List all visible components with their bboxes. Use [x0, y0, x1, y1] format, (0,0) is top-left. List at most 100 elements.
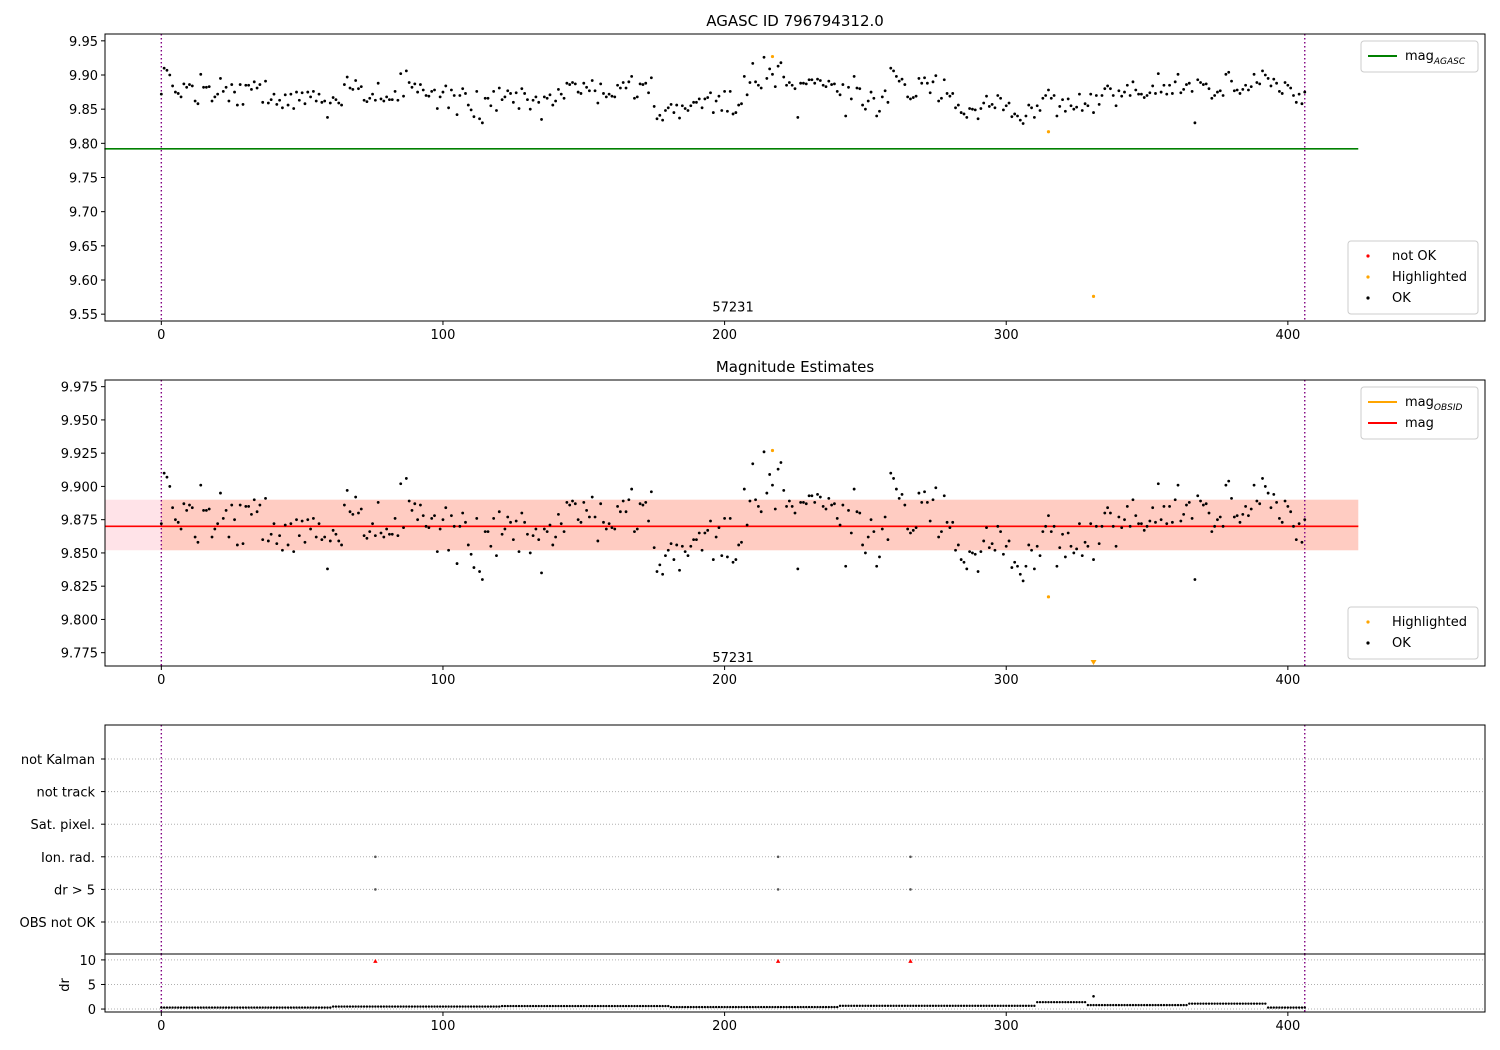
ok-point [1004, 544, 1008, 548]
ok-point [1162, 504, 1166, 508]
dr-point [830, 1005, 833, 1009]
ok-point [692, 100, 696, 104]
ok-point [987, 105, 991, 108]
ok-point [669, 102, 673, 106]
ok-point [971, 107, 974, 111]
dr-point [892, 1004, 895, 1008]
ok-point [388, 532, 391, 536]
x-tick-label: 0 [157, 673, 165, 688]
ok-point [517, 107, 521, 110]
ok-point [1182, 87, 1186, 91]
ok-point [193, 99, 197, 103]
dr-point [610, 1004, 614, 1008]
ok-point [1120, 94, 1124, 98]
ok-point [1140, 92, 1143, 96]
ok-point [762, 55, 766, 59]
dr-point [205, 1006, 208, 1009]
ok-point [661, 572, 665, 576]
ok-point [571, 81, 574, 84]
ok-point [925, 81, 929, 85]
ok-point [554, 535, 558, 539]
dr-point [182, 1006, 186, 1009]
dr-point [286, 1006, 290, 1009]
ok-point [1230, 496, 1233, 500]
dr-point [836, 1005, 839, 1009]
ok-point [869, 90, 873, 94]
ok-point [1013, 112, 1017, 116]
ok-point [548, 93, 552, 97]
ok-point [441, 90, 445, 94]
ok-point [948, 94, 952, 98]
dr-point [576, 1004, 580, 1008]
dr-point [253, 1006, 256, 1009]
ok-point [638, 82, 642, 86]
ok-point [762, 450, 766, 454]
ok-point [751, 61, 755, 65]
dr-point [1013, 1004, 1016, 1008]
dr-point [816, 1005, 819, 1009]
ok-point [951, 92, 955, 95]
ok-point [692, 538, 696, 542]
dr-point [1064, 1000, 1067, 1004]
ok-point [1075, 547, 1079, 551]
ok-point [371, 92, 374, 96]
ok-point [1185, 503, 1188, 507]
ok-point [402, 526, 405, 530]
ok-point [1010, 115, 1014, 119]
dr-point [472, 1005, 476, 1008]
ok-point [818, 495, 822, 499]
ok-point [1263, 73, 1267, 77]
dr-point [489, 1005, 493, 1008]
ok-point [1137, 92, 1140, 96]
ok-point [1247, 514, 1250, 518]
ok-point [771, 72, 774, 76]
dr-point [1075, 1000, 1078, 1004]
ok-point [847, 508, 850, 512]
dr-point [785, 1005, 788, 1009]
dr-point [1264, 1002, 1267, 1005]
ok-point [1294, 538, 1298, 542]
ok-point [416, 518, 420, 522]
dr-point [1168, 1003, 1171, 1007]
ok-point [368, 530, 372, 534]
ok-point [720, 109, 724, 112]
dr-point [965, 1004, 968, 1008]
ok-point [165, 68, 169, 72]
dr-point [714, 1005, 718, 1009]
ok-point [1193, 578, 1197, 581]
ok-point [954, 106, 957, 110]
ok-point [1041, 530, 1045, 534]
dr-point [774, 1005, 777, 1009]
legend-label: OK [1392, 291, 1411, 306]
ok-point [258, 83, 262, 86]
dr-point [1128, 1003, 1132, 1007]
ok-point [323, 99, 327, 103]
ok-point [171, 506, 174, 510]
dr-point [971, 1004, 974, 1008]
ok-point [1201, 83, 1205, 86]
ok-point [1280, 92, 1284, 95]
ok-point [323, 535, 327, 539]
dr-point [909, 1004, 912, 1008]
dr-point [275, 1006, 278, 1009]
ok-point [604, 95, 608, 99]
ok-point [1232, 89, 1236, 93]
ok-point [1159, 90, 1163, 94]
ok-point [776, 64, 780, 68]
ok-point [1103, 87, 1107, 91]
dr-point [278, 1006, 281, 1009]
ok-point [1078, 522, 1081, 526]
dr-point [1024, 1004, 1028, 1008]
ok-point [1292, 94, 1295, 97]
ok-point [537, 100, 541, 104]
ok-point [985, 526, 988, 530]
dr-point [357, 1005, 360, 1008]
ok-point [720, 554, 724, 557]
dr-clipped-marker [373, 958, 378, 963]
ok-point [866, 99, 870, 103]
dr-point [1258, 1002, 1261, 1005]
ok-point [1258, 82, 1262, 86]
ok-point [1032, 115, 1036, 119]
magnitude-uncertainty-band [161, 499, 1359, 551]
ok-point [1263, 485, 1267, 488]
